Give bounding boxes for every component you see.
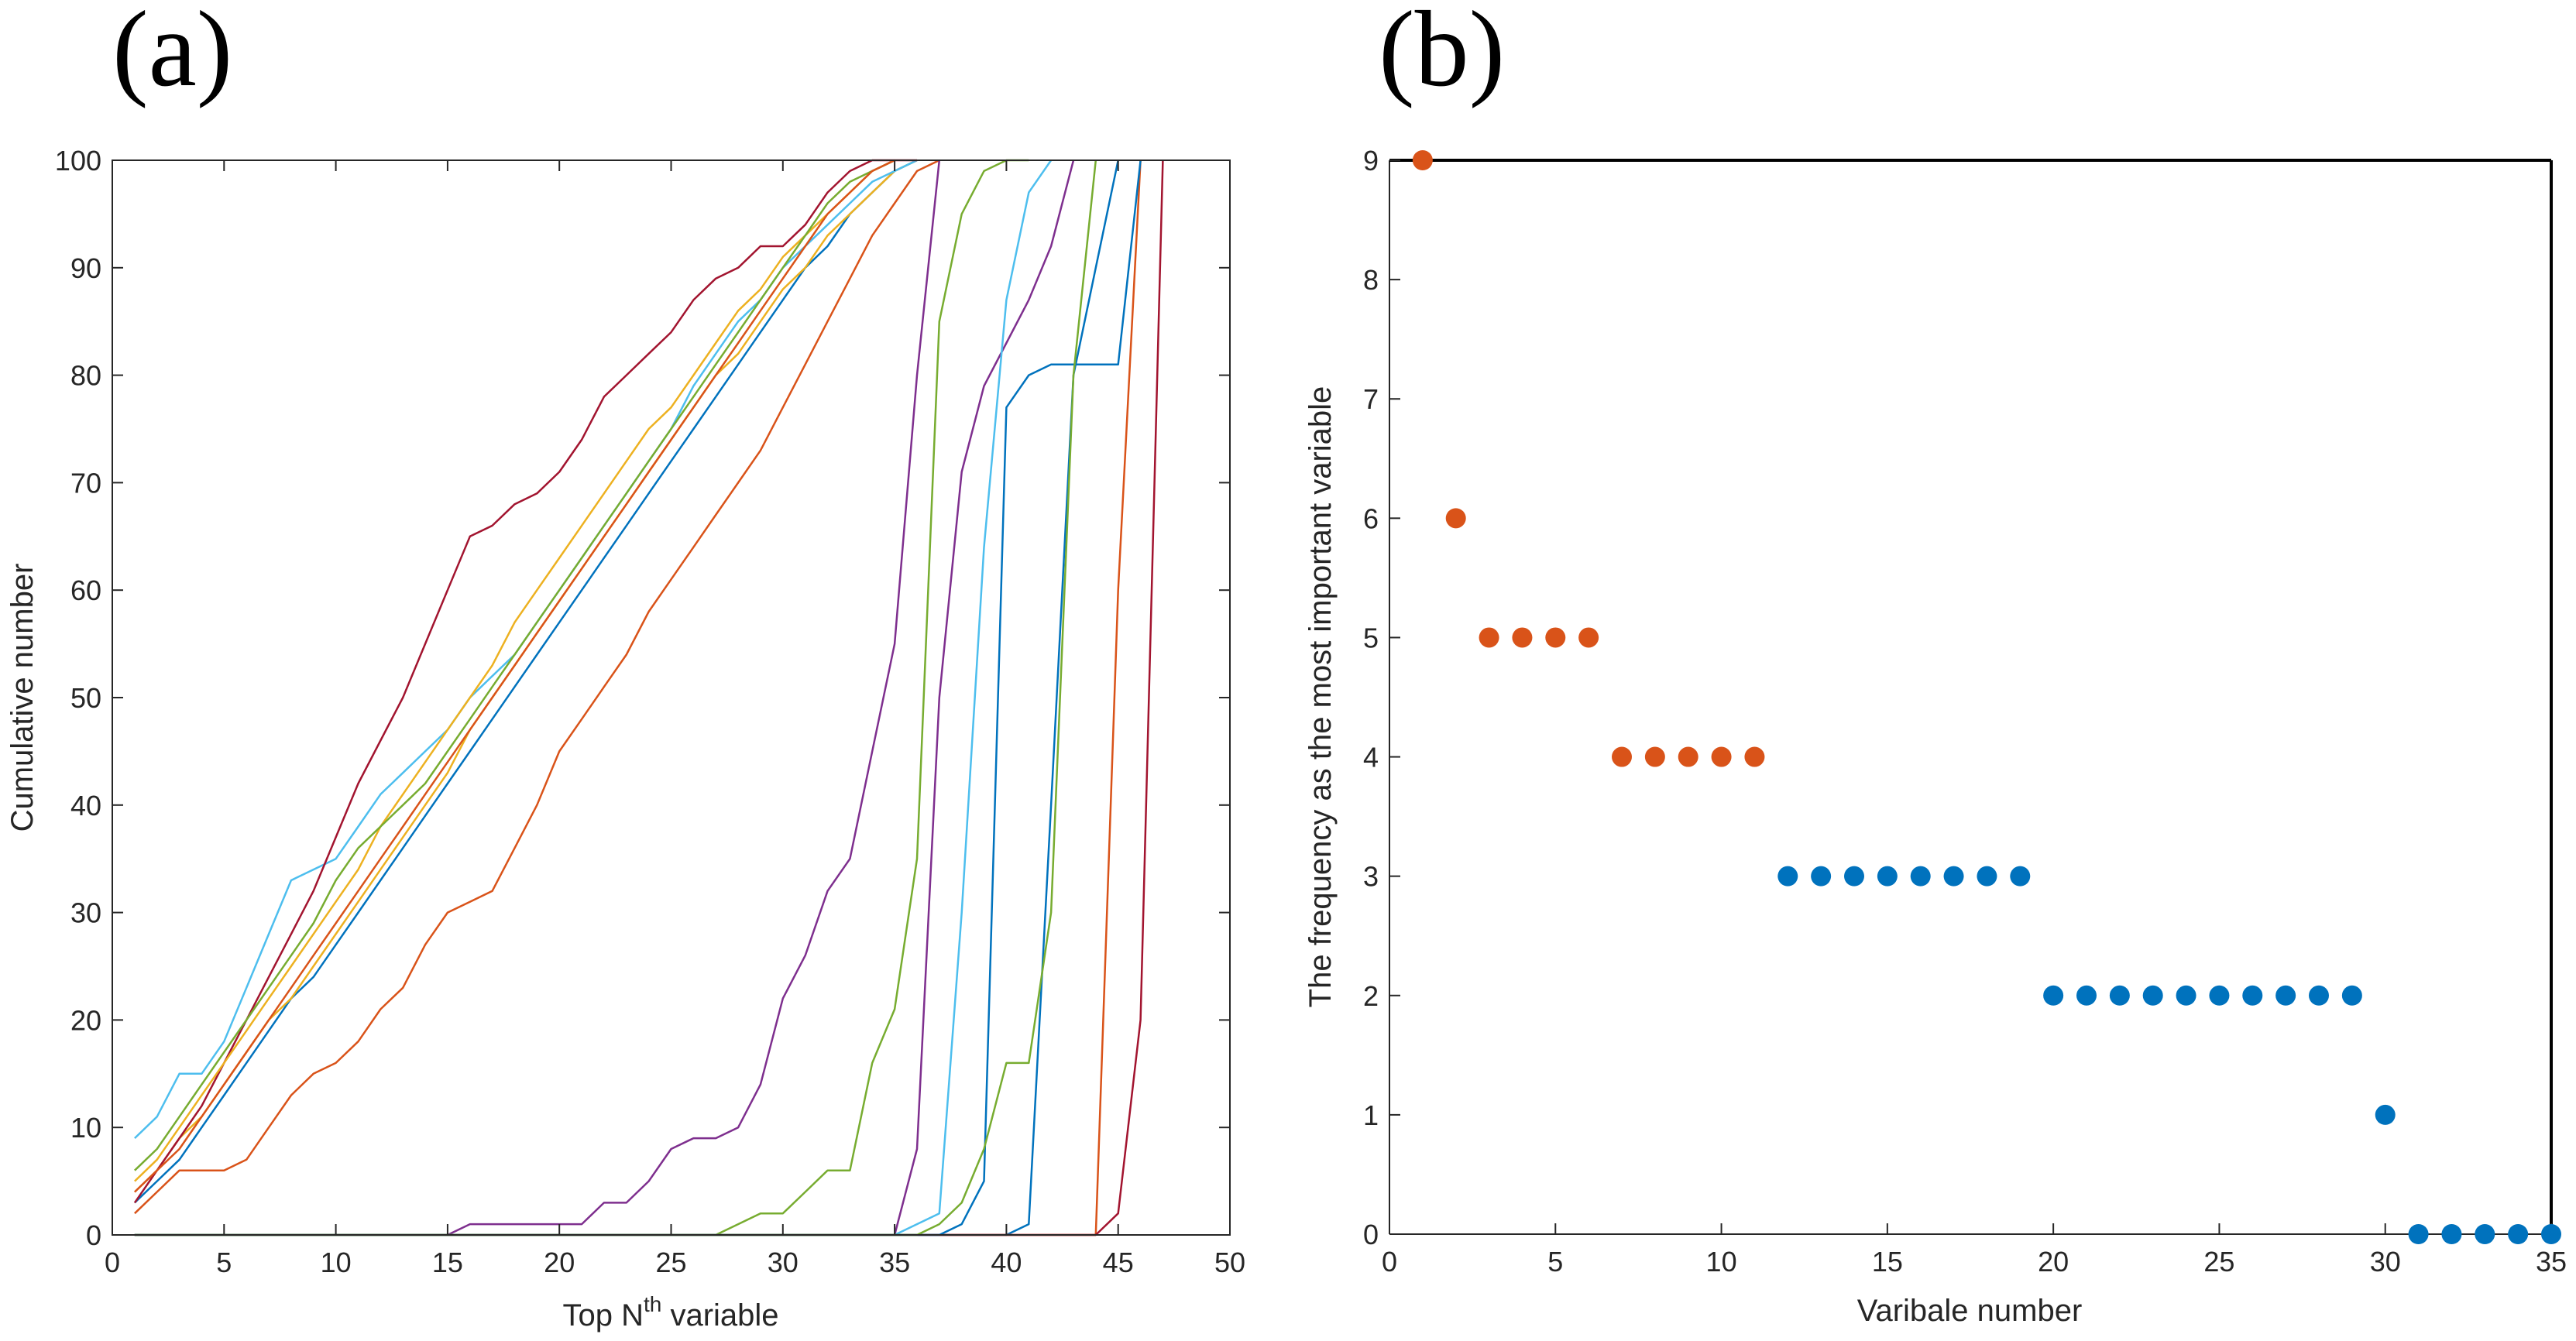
chart-b-point-rest-20 [2043, 985, 2064, 1006]
chart-a-xlabel-tail: variable [661, 1298, 778, 1332]
chart-b-xlabel: Varibale number [1857, 1294, 2083, 1328]
chart-b-point-top-10 [1711, 746, 1732, 767]
chart-b: 0 5 10 15 20 25 30 35 0 1 2 3 4 5 6 7 8 9 Varibale number… [1303, 145, 2567, 1328]
chart-b-xtick-label: 35 [2536, 1246, 2567, 1278]
chart-b-point-rest-25 [2209, 985, 2230, 1006]
chart-b-point-rest-17 [1943, 866, 1964, 887]
chart-b-point-rest-23 [2142, 985, 2163, 1006]
chart-a-xlabel-main: Top N [562, 1298, 644, 1332]
chart-b-point-rest-12 [1777, 866, 1798, 887]
chart-b-ytick-label: 5 [1363, 622, 1379, 653]
chart-a-ytick-label: 10 [70, 1112, 101, 1144]
panel-b-label: (b) [1379, 0, 1505, 109]
chart-b-point-top-11 [1744, 746, 1765, 767]
chart-b-ytick-label: 2 [1363, 980, 1379, 1012]
chart-a-xtick-label: 0 [105, 1247, 120, 1278]
chart-b-point-rest-32 [2441, 1224, 2462, 1244]
chart-b-xtick-label: 10 [1706, 1246, 1737, 1278]
chart-b-point-rest-18 [1977, 866, 1997, 887]
panel-a-label: (a) [112, 0, 232, 109]
chart-a-xlabel-sup: th [644, 1292, 661, 1316]
chart-b-xtick-label: 25 [2203, 1246, 2234, 1278]
chart-b-point-rest-14 [1844, 866, 1864, 887]
chart-a-ytick-label: 0 [86, 1219, 101, 1251]
chart-a-xtick-label: 30 [768, 1247, 799, 1278]
chart-a-xtick-label: 10 [321, 1247, 352, 1278]
chart-a-xlabel: Top Nth variable [562, 1292, 778, 1332]
chart-b-frame [1389, 159, 2553, 1235]
chart-a-xtick-label: 5 [216, 1247, 232, 1278]
chart-b-point-rest-28 [2309, 985, 2329, 1006]
chart-b-point-top-3 [1479, 627, 1499, 648]
chart-b-point-top-7 [1612, 746, 1632, 767]
chart-b-ytick-label: 4 [1363, 742, 1379, 773]
chart-a-xtick-label: 20 [544, 1247, 575, 1278]
chart-b-ytick-label: 3 [1363, 861, 1379, 893]
chart-b-point-rest-21 [2076, 985, 2097, 1006]
chart-a-series-line-16 [134, 159, 895, 1193]
chart-b-series-group [1412, 150, 2561, 1244]
chart-b-point-top-8 [1644, 746, 1665, 767]
chart-b-point-top-2 [1445, 508, 1466, 529]
chart-a-series-line-7 [133, 159, 917, 1204]
chart-b-xtick-label: 15 [1872, 1246, 1903, 1278]
chart-b-point-rest-35 [2541, 1224, 2561, 1244]
chart-a-ytick-label: 60 [70, 574, 101, 606]
chart-a-xtick-label: 50 [1214, 1247, 1245, 1278]
chart-b-ticks: 0 5 10 15 20 25 30 35 0 1 2 3 4 5 6 7 8 9 [1363, 145, 2567, 1278]
chart-a-xtick-label: 45 [1103, 1247, 1134, 1278]
chart-b-point-rest-22 [2109, 985, 2130, 1006]
chart-a-ytick-label: 70 [70, 467, 101, 499]
chart-b-xtick-label: 20 [2038, 1246, 2069, 1278]
chart-b-point-rest-19 [2010, 866, 2031, 887]
chart-a-ticks: 0 5 10 15 20 25 30 35 40 45 50 0 10 20 30 40 50 60 70 80 90 1… [55, 145, 1245, 1278]
chart-a-ytick-label: 100 [55, 145, 101, 177]
chart-b-point-rest-24 [2176, 985, 2196, 1006]
chart-a-xtick-label: 40 [991, 1247, 1022, 1278]
chart-b-ytick-label: 9 [1363, 145, 1379, 177]
chart-b-point-top-1 [1412, 150, 1433, 170]
chart-a-ytick-label: 50 [70, 682, 101, 714]
chart-b-point-rest-16 [1910, 866, 1931, 887]
chart-b-point-top-5 [1545, 627, 1566, 648]
chart-b-xtick-label: 30 [2370, 1246, 2401, 1278]
chart-a-series-line-1 [134, 159, 918, 1204]
chart-b-ytick-label: 6 [1363, 502, 1379, 534]
chart-b-ylabel: The frequency as the most important vari… [1303, 386, 1338, 1008]
chart-b-point-rest-15 [1877, 866, 1898, 887]
chart-b-point-rest-13 [1811, 866, 1832, 887]
chart-a-ytick-label: 80 [70, 360, 101, 392]
chart-a-xtick-label: 35 [879, 1247, 910, 1278]
chart-a-xtick-label: 15 [432, 1247, 463, 1278]
chart-a-xtick-label: 25 [655, 1247, 686, 1278]
chart-a-plot-area [112, 160, 1230, 1235]
chart-b-ytick-label: 0 [1363, 1219, 1379, 1250]
chart-b-point-top-6 [1578, 627, 1599, 648]
chart-a-ylabel: Cumulative number [5, 564, 39, 832]
chart-b-point-top-4 [1512, 627, 1533, 648]
chart-a-series-line-12 [134, 159, 895, 1171]
chart-a-series-line-2 [134, 159, 940, 1215]
chart-b-point-rest-27 [2275, 985, 2296, 1006]
chart-b-point-rest-33 [2475, 1224, 2495, 1244]
chart-a-series-line-10 [134, 159, 895, 1182]
chart-a-ytick-label: 30 [70, 897, 101, 929]
chart-a-ytick-label: 90 [70, 252, 101, 284]
chart-b-point-rest-31 [2408, 1224, 2429, 1244]
chart-b-point-top-9 [1678, 746, 1698, 767]
chart-b-ytick-label: 1 [1363, 1099, 1379, 1131]
chart-b-point-rest-26 [2242, 985, 2263, 1006]
chart-b-xtick-label: 0 [1382, 1246, 1397, 1278]
chart-b-ytick-label: 8 [1363, 264, 1379, 296]
chart-b-xtick-label: 5 [1547, 1246, 1563, 1278]
chart-a-ytick-label: 20 [70, 1004, 101, 1036]
chart-b-ytick-label: 7 [1363, 383, 1379, 415]
chart-b-point-rest-29 [2341, 985, 2362, 1006]
chart-a-series-line-4 [134, 159, 941, 1236]
chart-b-point-rest-34 [2508, 1224, 2529, 1244]
chart-b-point-rest-30 [2375, 1104, 2396, 1125]
chart-a-ytick-label: 40 [70, 790, 101, 821]
chart-a: 0 5 10 15 20 25 30 35 40 45 50 0 10 20 30 40 50 60 70 80 90 1… [5, 145, 1245, 1332]
